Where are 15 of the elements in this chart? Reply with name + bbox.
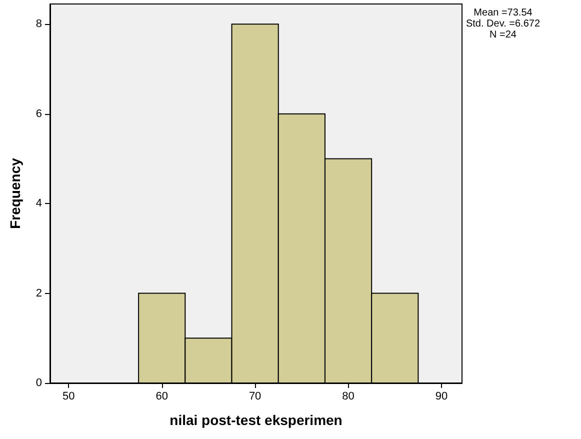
x-axis-title: nilai post-test eksperimen — [170, 412, 342, 428]
x-tick-label: 90 — [435, 390, 448, 402]
text: Std. Dev. =6.672 — [466, 18, 540, 30]
text: Mean =73.54 — [474, 8, 533, 18]
y-axis-title: Frequency — [7, 158, 23, 229]
text: N =24 — [490, 30, 517, 40]
x-tick-label: 50 — [62, 390, 75, 402]
x-tick-label: 60 — [156, 390, 168, 402]
y-tick-label: 8 — [36, 18, 42, 30]
y-tick-label: 0 — [36, 377, 42, 389]
y-tick-label: 2 — [36, 287, 42, 300]
x-tick-label: 70 — [248, 390, 262, 402]
x-tick-label: 80 — [342, 390, 354, 402]
y-tick-label: 6 — [36, 108, 42, 120]
y-tick-label: 4 — [36, 198, 42, 210]
